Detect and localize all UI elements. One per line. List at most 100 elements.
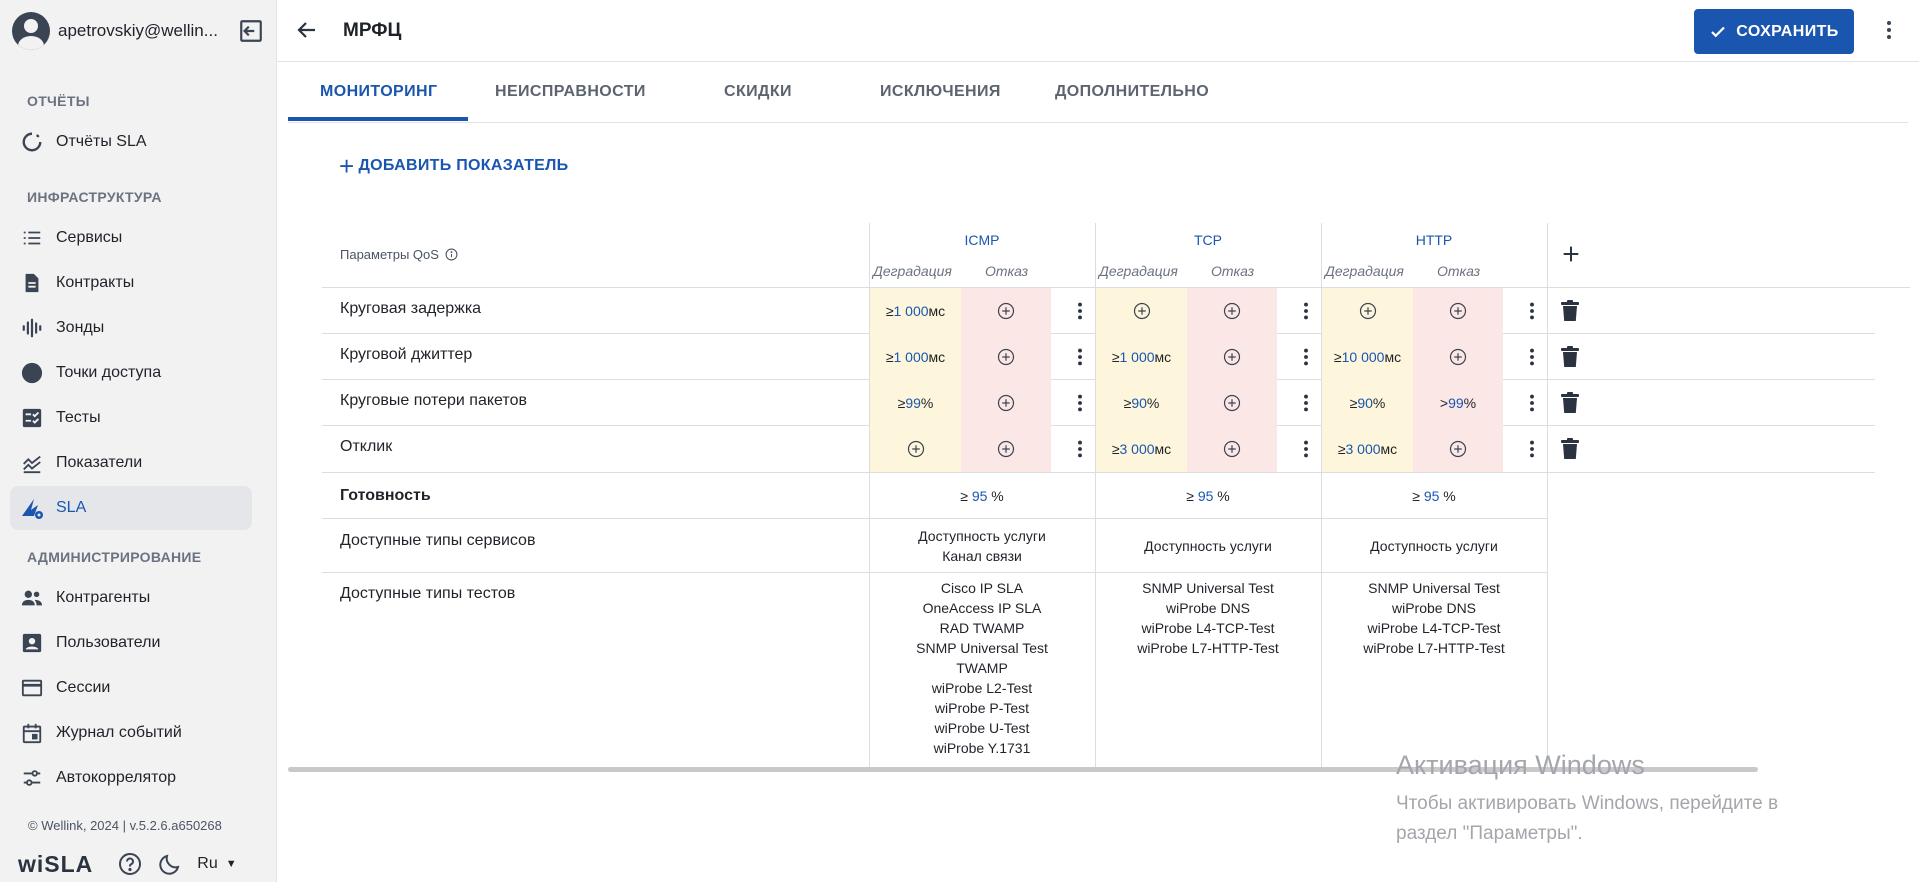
sidebar-item-label: Журнал событий [56,724,182,741]
page-title: МРФЦ [343,20,402,41]
value-number: 99 [1448,395,1464,411]
value-unit: % [991,488,1004,504]
add-failure-button[interactable] [1187,426,1277,472]
service-types-cell: Доступность услуги Канал связи [869,526,1095,566]
delete-row-icon[interactable] [1558,345,1582,369]
qos-header: Параметры QoS [340,247,458,262]
sidebar-item-metrics[interactable]: Показатели [10,441,252,485]
delete-row-icon[interactable] [1558,391,1582,415]
degradation-value[interactable]: ≥ 3 000 мс [1322,426,1413,472]
add-failure-button[interactable] [1413,288,1503,334]
value-number: 95 [1423,488,1440,504]
cell-menu-icon[interactable] [1520,345,1544,369]
degradation-value[interactable]: ≥ 1 000 мс [870,288,961,334]
tab-additional[interactable]: ДОПОЛНИТЕЛЬНО [1055,83,1210,100]
add-degradation-button[interactable] [1096,288,1187,334]
sidebar-item-contracts[interactable]: Контракты [10,261,252,305]
cell-menu-icon[interactable] [1294,345,1318,369]
test-types-cell: SNMP Universal Test wiProbe DNS wiProbe L4… [1321,578,1547,658]
degradation-value[interactable]: ≥ 90 % [1096,380,1187,426]
cell-menu-icon[interactable] [1068,437,1092,461]
sidebar-item-sla[interactable]: SLA [10,486,252,530]
sidebar-item-access-points[interactable]: Точки доступа [10,351,252,395]
tab-monitoring[interactable]: МОНИТОРИНГ [320,83,438,100]
horizontal-scrollbar[interactable] [288,767,1758,772]
value-operator: ≥ [885,303,894,319]
test-type-item: OneAccess IP SLA [922,600,1042,616]
add-circle-icon [1223,348,1241,366]
help-icon[interactable] [117,851,143,877]
degradation-value[interactable]: ≥ 99 % [870,380,961,426]
cell-menu-icon[interactable] [1294,437,1318,461]
cell-menu-icon[interactable] [1520,437,1544,461]
delete-row-icon[interactable] [1558,299,1582,323]
sidebar-item-counterparties[interactable]: Контрагенты [10,576,252,620]
value-operator: ≥ [897,395,906,411]
sidebar-footer: wiSLA Ru ▼ [18,850,258,878]
sidebar-item-users[interactable]: Пользователи [10,621,252,665]
cell-menu-icon[interactable] [1294,391,1318,415]
logout-icon[interactable] [238,18,264,44]
tab-discounts[interactable]: СКИДКИ [724,83,792,100]
cell-menu-icon[interactable] [1068,345,1092,369]
column-divider [869,223,870,768]
add-failure-button[interactable] [1187,380,1277,426]
service-type-item: Доступность услуги [918,528,1046,544]
service-type-item: Доступность услуги [1144,538,1272,554]
service-type-item: Доступность услуги [1370,538,1498,554]
sidebar-item-autocorrelator[interactable]: Автокоррелятор [10,756,252,800]
add-failure-button[interactable] [961,380,1051,426]
degradation-value[interactable]: ≥ 10 000 мс [1322,334,1413,380]
add-degradation-button[interactable] [870,426,961,472]
value-unit: % [1443,488,1456,504]
add-failure-button[interactable] [961,426,1051,472]
test-type-item: wiProbe L4-TCP-Test [1367,620,1501,636]
degradation-value[interactable]: ≥ 1 000 мс [870,334,961,380]
add-failure-button[interactable] [1187,334,1277,380]
add-degradation-button[interactable] [1322,288,1413,334]
user-account[interactable]: apetrovskiy@wellin... [12,11,266,51]
back-arrow-icon[interactable] [295,18,321,44]
cell-menu-icon[interactable] [1068,391,1092,415]
failure-value[interactable]: > 99 % [1413,380,1503,426]
add-column-icon[interactable] [1559,242,1583,266]
value-number: 1 000 [1119,349,1155,365]
add-metric-button[interactable]: + ДОБАВИТЬ ПОКАЗАТЕЛЬ [339,153,568,179]
add-failure-button[interactable] [961,334,1051,380]
value-number: 3 000 [1119,441,1155,457]
cell-menu-icon[interactable] [1520,391,1544,415]
add-circle-icon [1223,302,1241,320]
tab-exceptions[interactable]: ИСКЛЮЧЕНИЯ [880,83,1001,100]
section-infrastructure: ИНФРАСТРУКТУРА [27,189,162,205]
tab-faults[interactable]: НЕИСПРАВНОСТИ [495,83,646,100]
sidebar-item-event-log[interactable]: Журнал событий [10,711,252,755]
degradation-value[interactable]: ≥ 1 000 мс [1096,334,1187,380]
value-operator: ≥ [1186,488,1194,504]
test-type-item: wiProbe L2-Test [931,680,1033,696]
cell-menu-icon[interactable] [1520,299,1544,323]
add-failure-button[interactable] [1413,334,1503,380]
sidebar-item-sla-reports[interactable]: Отчёты SLA [10,120,252,164]
cell-menu-icon[interactable] [1068,299,1092,323]
sidebar-item-tests[interactable]: Тесты [10,396,252,440]
test-types-label: Доступные типы тестов [340,585,516,602]
add-failure-button[interactable] [1187,288,1277,334]
sidebar-item-probes[interactable]: Зонды [10,306,252,350]
document-icon [19,270,45,296]
degradation-value[interactable]: ≥ 3 000 мс [1096,426,1187,472]
cell-menu-icon[interactable] [1294,299,1318,323]
value-number: 10 000 [1341,349,1385,365]
failure-header: Отказ [985,263,1029,279]
language-select[interactable]: Ru ▼ [197,855,236,873]
delete-row-icon[interactable] [1558,437,1582,461]
row-divider [322,472,1875,473]
degradation-value[interactable]: ≥ 90 % [1322,380,1413,426]
info-icon[interactable] [445,248,458,261]
add-failure-button[interactable] [961,288,1051,334]
save-button[interactable]: СОХРАНИТЬ [1694,9,1854,54]
sidebar-item-sessions[interactable]: Сессии [10,666,252,710]
dark-mode-icon[interactable] [157,851,183,877]
add-failure-button[interactable] [1413,426,1503,472]
sidebar-item-services[interactable]: Сервисы [10,216,252,260]
more-menu-icon[interactable] [1877,18,1903,44]
